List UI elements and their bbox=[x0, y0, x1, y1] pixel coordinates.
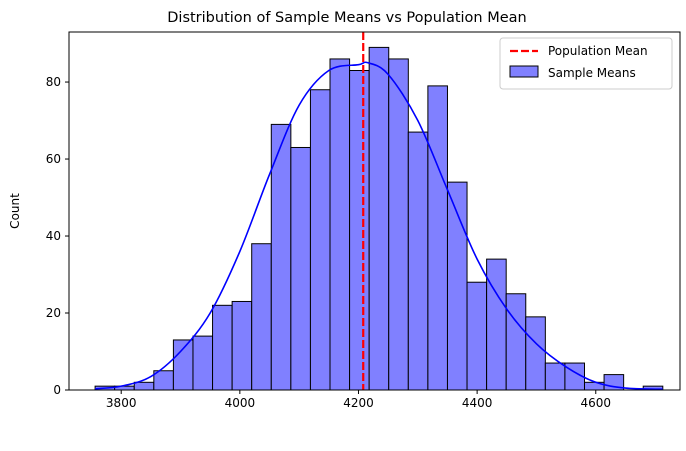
x-axis-ticks: 3800 4000 4200 4400 4600 bbox=[106, 390, 611, 410]
y-axis-ticks: 0 20 40 60 80 bbox=[46, 75, 69, 397]
histogram-bar bbox=[212, 304, 233, 391]
histogram-bar bbox=[466, 281, 488, 391]
x-tick-label: 4000 bbox=[225, 396, 256, 410]
legend-population-mean-label: Population Mean bbox=[548, 44, 648, 58]
x-tick-label: 4400 bbox=[462, 396, 493, 410]
legend-box bbox=[499, 37, 673, 90]
y-tick-label: 0 bbox=[53, 383, 61, 397]
histogram-bar bbox=[505, 293, 527, 391]
chart-title: Distribution of Sample Means vs Populati… bbox=[167, 10, 526, 26]
y-tick-label: 80 bbox=[46, 75, 61, 89]
histogram-bar bbox=[407, 131, 429, 391]
histogram-bar bbox=[368, 46, 390, 391]
y-tick-label: 20 bbox=[46, 306, 61, 320]
histogram-bar bbox=[544, 362, 566, 391]
x-tick-label: 3800 bbox=[106, 396, 137, 410]
histogram-bar bbox=[427, 85, 448, 391]
histogram-bar bbox=[388, 58, 409, 391]
x-tick-label: 4200 bbox=[343, 396, 374, 410]
legend-sample-means-label: Sample Means bbox=[548, 66, 636, 80]
histogram-bar bbox=[349, 69, 370, 391]
histogram-bar bbox=[309, 89, 331, 391]
histogram-bar bbox=[329, 58, 351, 391]
legend: Population Mean Sample Means bbox=[499, 37, 673, 90]
y-tick-label: 60 bbox=[46, 152, 61, 166]
histogram-bar bbox=[192, 335, 214, 391]
histogram-bar bbox=[290, 146, 311, 391]
y-axis-label: Count bbox=[8, 193, 22, 229]
x-tick-label: 4600 bbox=[580, 396, 611, 410]
plot-frame bbox=[68, 31, 681, 391]
kde-curve bbox=[95, 61, 663, 391]
histogram-bar bbox=[525, 316, 546, 391]
y-tick-label: 40 bbox=[46, 229, 61, 243]
legend-sample-means-swatch bbox=[509, 65, 539, 78]
histogram-bars bbox=[94, 46, 664, 391]
histogram-bar bbox=[231, 300, 253, 391]
histogram-bar bbox=[486, 258, 507, 391]
histogram-bar bbox=[251, 243, 272, 391]
histogram-bar bbox=[133, 381, 155, 391]
kde-curve-group bbox=[95, 61, 663, 391]
